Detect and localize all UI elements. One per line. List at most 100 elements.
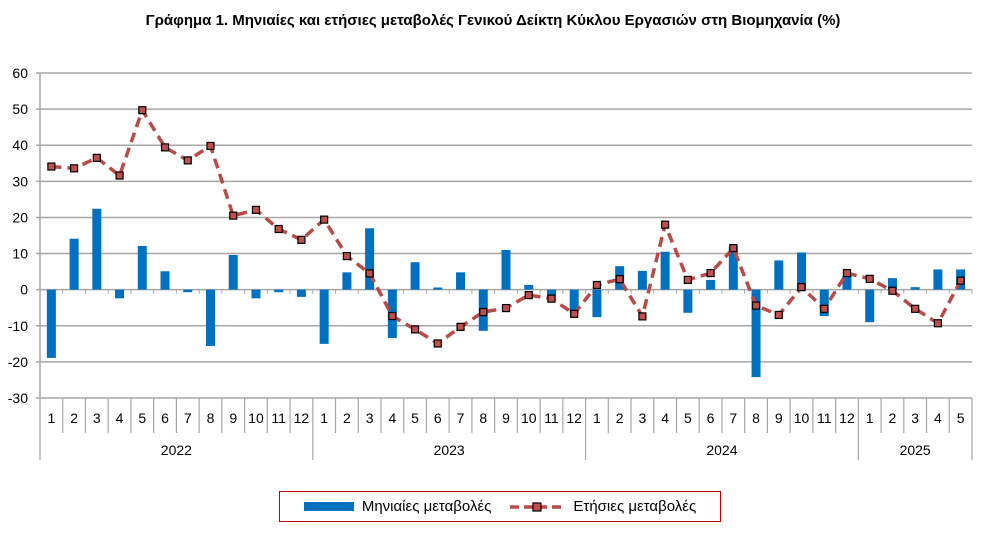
marker-annual (911, 304, 920, 313)
bar-monthly (819, 289, 829, 317)
x-tick-label-month: 6 (707, 410, 715, 426)
bar-monthly (592, 289, 602, 318)
marker-annual (388, 311, 397, 321)
y-tick-label: 60 (12, 65, 28, 81)
x-tick-label-month: 1 (866, 410, 874, 426)
marker-annual (661, 220, 670, 229)
marker-annual (320, 215, 329, 224)
bar-monthly (683, 289, 693, 313)
marker-annual (410, 325, 420, 334)
x-tick-label-year: 2024 (706, 442, 737, 458)
chart-title: Γράφημα 1. Μηνιαίες και ετήσιες μεταβολέ… (145, 12, 841, 29)
x-tick-label-month: 3 (93, 410, 101, 426)
x-tick-label-month: 3 (366, 410, 374, 426)
marker-annual (683, 275, 692, 285)
marker-annual (888, 286, 897, 295)
x-tick-label-month: 12 (566, 410, 582, 426)
bar-monthly (365, 228, 375, 290)
bar-monthly (183, 289, 193, 293)
bar-monthly (887, 278, 897, 290)
bar-monthly (410, 262, 420, 290)
y-tick-label: -30 (8, 390, 28, 406)
y-tick-label: -20 (8, 354, 28, 370)
bar-monthly (569, 289, 579, 314)
x-tick-label-month: 3 (911, 410, 919, 426)
bar-monthly (456, 272, 466, 290)
x-tick-label-month: 5 (138, 410, 146, 426)
bar-monthly (433, 287, 443, 290)
x-tick-label-month: 11 (544, 410, 559, 426)
marker-annual (865, 274, 874, 283)
legend: Μηνιαίες μεταβολές Ετήσιες μεταβολές (279, 491, 721, 522)
marker-annual (183, 156, 192, 165)
marker-annual (69, 164, 79, 173)
bar-monthly (251, 289, 261, 299)
marker-annual (933, 319, 943, 328)
y-tick-label: 50 (12, 101, 28, 117)
x-tick-label-month: 10 (794, 410, 810, 426)
bar-monthly (501, 249, 511, 290)
bar-monthly (933, 269, 943, 290)
x-tick-label-month: 10 (521, 410, 537, 426)
bar-monthly (69, 238, 79, 290)
marker-annual (797, 283, 806, 292)
marker-annual (297, 235, 306, 244)
x-tick-label-month: 2 (889, 410, 897, 426)
bar-monthly (46, 289, 56, 358)
legend-line-swatch (510, 501, 565, 512)
x-tick-label-month: 12 (294, 410, 310, 426)
marker-annual (638, 312, 647, 321)
marker-annual (160, 143, 170, 152)
marker-annual (92, 153, 101, 162)
marker-annual (615, 275, 624, 284)
y-tick-label: 0 (20, 282, 28, 298)
marker-annual (433, 339, 442, 348)
marker-annual (342, 251, 351, 261)
marker-annual (501, 303, 511, 313)
marker-annual (138, 106, 147, 115)
bar-monthly (92, 208, 102, 290)
bar-monthly (319, 289, 329, 344)
bar-monthly (115, 289, 125, 299)
y-tick-label: 30 (12, 173, 28, 189)
marker-annual (820, 304, 829, 313)
x-tick-label-year: 2023 (434, 442, 465, 458)
bar-monthly (706, 279, 716, 290)
x-tick-label-month: 4 (388, 410, 396, 426)
bar-monthly (660, 251, 670, 290)
x-tick-label-month: 8 (752, 410, 760, 426)
x-tick-label-month: 3 (638, 410, 646, 426)
x-tick-label-month: 2 (70, 410, 78, 426)
y-tick-label: -10 (8, 318, 28, 334)
marker-annual (456, 322, 465, 331)
marker-annual (115, 171, 124, 180)
x-tick-label-month: 1 (593, 410, 601, 426)
x-tick-label-month: 7 (457, 410, 465, 426)
bar-monthly (160, 271, 170, 290)
x-tick-label-month: 8 (479, 410, 487, 426)
marker-annual (47, 162, 56, 171)
marker-annual (774, 310, 783, 320)
bar-monthly (546, 289, 556, 298)
bar-monthly (910, 287, 920, 290)
marker-annual (251, 205, 261, 214)
legend-bar-swatch (303, 502, 354, 511)
x-tick-label-month: 4 (116, 410, 124, 426)
bar-monthly (228, 255, 238, 290)
x-tick-label-month: 5 (684, 410, 692, 426)
x-tick-label-month: 9 (229, 410, 237, 426)
marker-annual (229, 211, 238, 220)
x-tick-label-month: 5 (411, 410, 419, 426)
x-tick-label-month: 7 (184, 410, 192, 426)
bar-monthly (137, 245, 147, 290)
x-tick-label-month: 1 (47, 410, 55, 426)
bar-monthly (637, 270, 647, 290)
marker-annual (365, 269, 374, 278)
bar-monthly (296, 289, 306, 297)
marker-annual (479, 307, 488, 317)
x-tick-label-month: 8 (207, 410, 215, 426)
y-tick-label: 10 (12, 246, 28, 262)
x-tick-label-month: 2 (616, 410, 624, 426)
marker-annual (547, 294, 556, 303)
